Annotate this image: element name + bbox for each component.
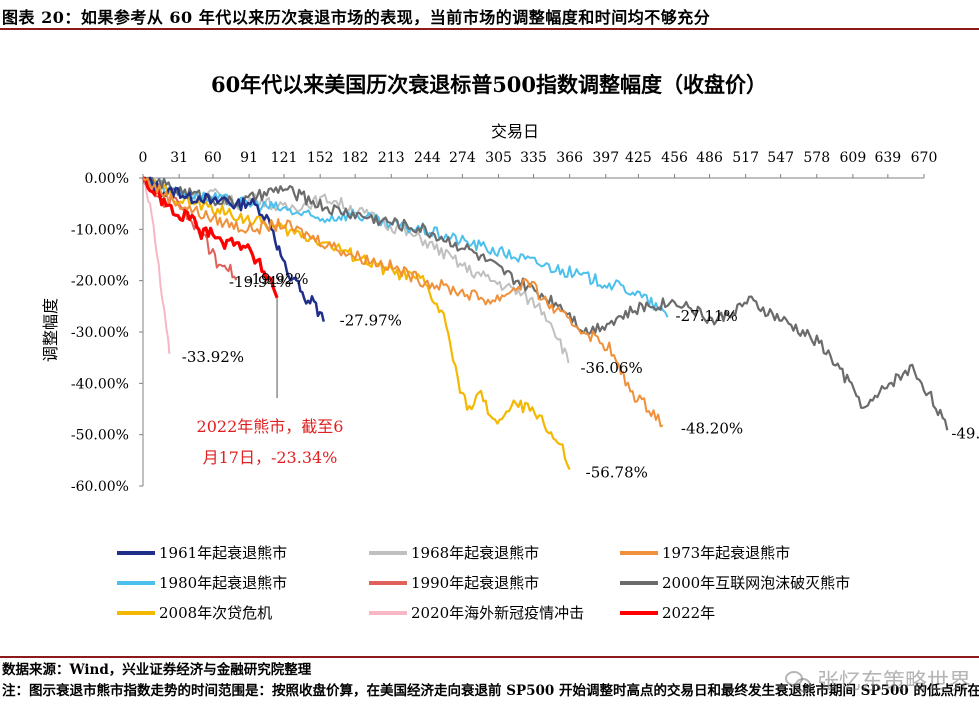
x-tick-label: 397 (592, 150, 619, 166)
chart: 60年代以来美国历次衰退标普500指数调整幅度（收盘价） 交易日 调整幅度 0 3… (41, 72, 979, 622)
y-tick-label: -20.00% (71, 274, 129, 290)
series-end-label: -19.94% (229, 273, 291, 291)
series-line (142, 177, 664, 428)
series-end-label: -33.92% (182, 348, 244, 366)
y-tick-label: -60.00% (71, 479, 129, 495)
annotation-text-line1: 2022年熊市，截至6 (197, 417, 344, 436)
source-note: 数据来源：Wind，兴业证券经济与金融研究院整理 (2, 662, 312, 678)
x-tick-label: 547 (767, 150, 794, 166)
series-end-label: -27.97% (340, 312, 402, 330)
series-line (142, 176, 279, 299)
legend-label: 2020年海外新冠疫情冲击 (411, 604, 584, 622)
x-tick-label: 305 (485, 150, 512, 166)
x-tick-label: 335 (520, 150, 547, 166)
legend-label: 2008年次贷危机 (159, 604, 272, 622)
x-tick-label: 213 (378, 150, 405, 166)
y-tick-label: -40.00% (71, 376, 129, 392)
x-tick-label: 60 (204, 150, 222, 166)
x-tick-label: 639 (874, 150, 901, 166)
y-tick-label: -50.00% (71, 428, 129, 444)
series-end-label: -19.92% (246, 270, 308, 288)
series-line (142, 177, 171, 354)
watermark: 张忆东策略世界 (784, 664, 971, 696)
x-tick-label: 486 (696, 150, 723, 166)
x-tick-label: 670 (911, 150, 938, 166)
legend-label: 2000年互联网泡沫破灭熊市 (662, 574, 850, 592)
series-end-label: -27.11% (676, 307, 738, 325)
series-line (141, 176, 949, 431)
x-tick-label: 517 (732, 150, 759, 166)
end-labels: -27.97% -36.06% -48.20% -27.11% -19.92% -49.1… (182, 270, 979, 481)
legend: 1961年起衰退熊市 1968年起衰退熊市 1973年起衰退熊市 1980年起衰退熊市… (117, 544, 850, 622)
legend-label: 2022年 (662, 604, 715, 622)
annotation-text-line2: 月17日，-23.34% (203, 448, 338, 467)
legend-label: 1973年起衰退熊市 (662, 544, 790, 562)
series-end-label: -49.15% (951, 424, 979, 442)
x-tick-label: 456 (661, 150, 688, 166)
x-tick-label: 182 (342, 150, 369, 166)
series-end-label: -48.20% (681, 419, 743, 437)
x-tick-label: 274 (449, 150, 476, 166)
series-line (143, 176, 571, 470)
x-tick-label: 609 (840, 150, 867, 166)
figure-footer: 数据来源：Wind，兴业证券经济与金融研究院整理 注：图示衰退市熊市指数走势的时… (0, 656, 979, 724)
chart-title: 60年代以来美国历次衰退标普500指数调整幅度（收盘价） (211, 72, 767, 97)
x-tick-label: 366 (556, 150, 583, 166)
x-tick-label: 0 (139, 150, 148, 166)
legend-label: 1980年起衰退熊市 (159, 574, 287, 592)
x-tick-label: 578 (803, 150, 830, 166)
legend-label: 1968年起衰退熊市 (411, 544, 539, 562)
y-axis-label: 调整幅度 (41, 298, 60, 362)
series-lines (141, 176, 949, 470)
series-line (143, 176, 325, 322)
x-tick-label: 121 (271, 150, 298, 166)
legend-label: 1990年起衰退熊市 (411, 574, 539, 592)
wechat-icon (784, 669, 811, 692)
x-tick-label: 31 (170, 150, 188, 166)
series-end-label: -36.06% (580, 359, 642, 377)
watermark-text: 张忆东策略世界 (816, 670, 971, 695)
series-end-label: -56.78% (586, 463, 648, 481)
x-tick-label: 91 (240, 150, 258, 166)
annotation: 2022年熊市，截至6 月17日，-23.34% (197, 297, 344, 467)
axes: 0 31 60 91 121 152 182 213 244 274 305 335 366 397 425… (71, 150, 937, 495)
y-tick-label: -30.00% (71, 325, 129, 341)
x-axis-label: 交易日 (491, 122, 539, 141)
x-tick-label: 152 (307, 150, 334, 166)
x-tick-label: 244 (414, 150, 441, 166)
legend-label: 1961年起衰退熊市 (159, 544, 287, 562)
y-tick-label: -10.00% (71, 222, 129, 238)
figure-header: 图表 20：如果参考从 60 年代以来历次衰退市场的表现，当前市场的调整幅度和时… (0, 0, 979, 30)
y-tick-label: 0.00% (85, 171, 129, 187)
footnote: 注：图示衰退市熊市指数走势的时间范围是：按照收盘价算，在美国经济走向衰退前 SP… (2, 683, 979, 699)
x-tick-label: 425 (625, 150, 652, 166)
